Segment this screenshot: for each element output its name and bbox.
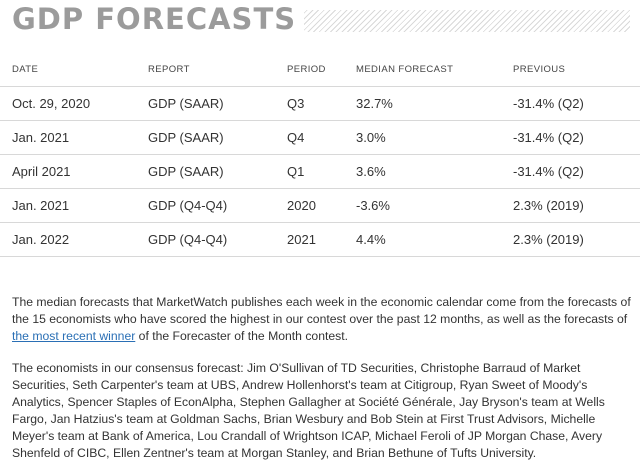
table-row: Jan. 2021 GDP (SAAR) Q4 3.0% -31.4% (Q2) xyxy=(0,121,640,155)
cell-report: GDP (SAAR) xyxy=(148,96,224,111)
column-header-report: REPORT xyxy=(148,64,190,75)
cell-median-forecast: 3.6% xyxy=(356,164,386,179)
cell-previous: 2.3% (2019) xyxy=(513,232,584,247)
methodology-text-before: The median forecasts that MarketWatch pu… xyxy=(12,295,631,326)
cell-period: 2021 xyxy=(287,232,316,247)
cell-previous: 2.3% (2019) xyxy=(513,198,584,213)
cell-period: Q1 xyxy=(287,164,305,179)
cell-date: Jan. 2022 xyxy=(12,232,70,247)
table-row: Jan. 2021 GDP (Q4-Q4) 2020 -3.6% 2.3% (2… xyxy=(0,189,640,223)
cell-median-forecast: 4.4% xyxy=(356,232,386,247)
header-hatch-decoration xyxy=(250,10,630,32)
cell-median-forecast: 3.0% xyxy=(356,130,386,145)
table-row: Jan. 2022 GDP (Q4-Q4) 2021 4.4% 2.3% (20… xyxy=(0,223,640,257)
section-header: GDP FORECASTS xyxy=(0,0,640,44)
cell-median-forecast: -3.6% xyxy=(356,198,390,213)
cell-date: Oct. 29, 2020 xyxy=(12,96,91,111)
cell-previous: -31.4% (Q2) xyxy=(513,164,584,179)
page-title: GDP FORECASTS xyxy=(12,2,305,36)
table-row: Oct. 29, 2020 GDP (SAAR) Q3 32.7% -31.4%… xyxy=(0,87,640,121)
column-header-median-forecast: MEDIAN FORECAST xyxy=(356,64,454,75)
cell-date: Jan. 2021 xyxy=(12,130,70,145)
cell-date: Jan. 2021 xyxy=(12,198,70,213)
column-header-period: PERIOD xyxy=(287,64,326,75)
cell-previous: -31.4% (Q2) xyxy=(513,96,584,111)
cell-period: 2020 xyxy=(287,198,316,213)
cell-period: Q4 xyxy=(287,130,305,145)
cell-report: GDP (SAAR) xyxy=(148,130,224,145)
methodology-paragraph: The median forecasts that MarketWatch pu… xyxy=(12,294,634,345)
cell-report: GDP (SAAR) xyxy=(148,164,224,179)
cell-report: GDP (Q4-Q4) xyxy=(148,232,228,247)
column-header-date: DATE xyxy=(12,64,39,75)
cell-date: April 2021 xyxy=(12,164,71,179)
table-row: April 2021 GDP (SAAR) Q1 3.6% -31.4% (Q2… xyxy=(0,155,640,189)
cell-median-forecast: 32.7% xyxy=(356,96,393,111)
methodology-text-after: of the Forecaster of the Month contest. xyxy=(135,329,349,343)
cell-previous: -31.4% (Q2) xyxy=(513,130,584,145)
table-header-row: DATE REPORT PERIOD MEDIAN FORECAST PREVI… xyxy=(0,52,640,87)
cell-report: GDP (Q4-Q4) xyxy=(148,198,228,213)
most-recent-winner-link[interactable]: the most recent winner xyxy=(12,329,136,343)
economists-paragraph: The economists in our consensus forecast… xyxy=(12,361,605,460)
column-header-previous: PREVIOUS xyxy=(513,64,566,75)
gdp-forecast-table: DATE REPORT PERIOD MEDIAN FORECAST PREVI… xyxy=(0,52,640,257)
cell-period: Q3 xyxy=(287,96,305,111)
